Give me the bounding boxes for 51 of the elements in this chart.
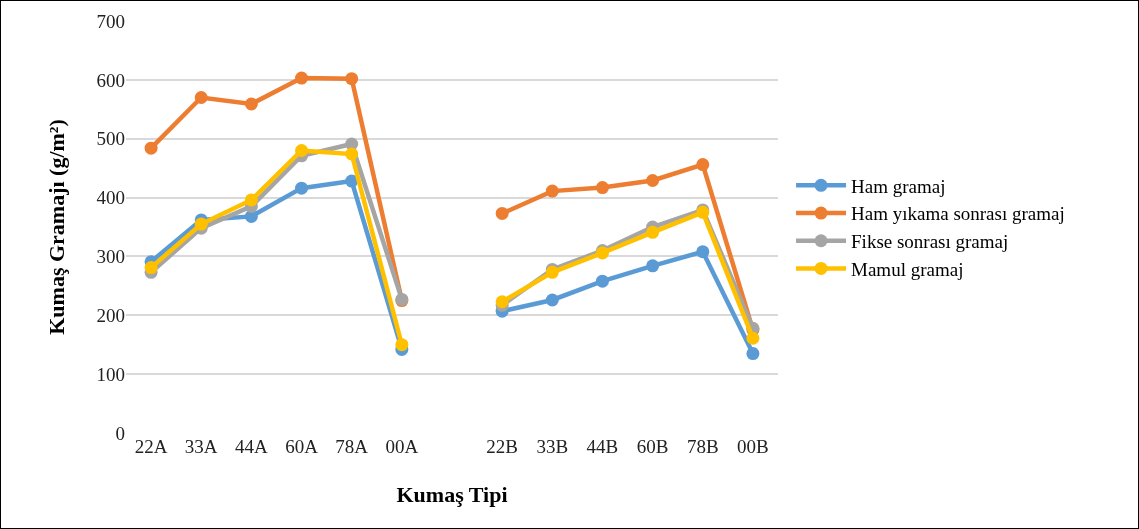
- point: [646, 174, 660, 187]
- point: [746, 347, 760, 361]
- x-tick-label: 33B: [536, 436, 569, 457]
- point: [345, 174, 359, 188]
- point: [495, 206, 509, 220]
- y-tick-label: 400: [96, 187, 125, 209]
- y-tick-label: 300: [96, 246, 125, 268]
- point: [345, 72, 359, 86]
- point: [595, 181, 609, 195]
- x-tick-label: 60A: [285, 436, 319, 457]
- point: [545, 293, 559, 307]
- x-tick-label: 78A: [335, 436, 369, 457]
- x-tick-label: 22A: [134, 436, 168, 457]
- point: [395, 338, 409, 352]
- y-tick-label: 200: [96, 304, 125, 326]
- y-tick-label: 0: [115, 422, 125, 444]
- point: [194, 91, 208, 104]
- point: [545, 184, 559, 198]
- x-tick-label: 44B: [586, 436, 619, 457]
- legend-label: Ham gramaj: [851, 175, 946, 197]
- x-tick-label: 33A: [184, 436, 218, 457]
- x-tick-label: 00B: [737, 436, 769, 457]
- point: [696, 158, 710, 172]
- y-tick-label: 700: [96, 10, 125, 32]
- x-tick-label: 44A: [235, 436, 269, 457]
- point: [295, 143, 309, 157]
- legend-label: Fikse sonrası gramaj: [851, 231, 1009, 253]
- point: [244, 193, 258, 207]
- x-tick-label: 22B: [486, 436, 518, 457]
- point: [295, 181, 309, 195]
- x-tick-label: 60B: [636, 436, 669, 457]
- y-tick-label: 500: [96, 128, 125, 150]
- point: [345, 147, 359, 161]
- y-tick-label: 600: [96, 69, 125, 91]
- legend-label: Mamul gramaj: [851, 258, 964, 280]
- point: [194, 217, 208, 231]
- x-tick-label: 00A: [385, 436, 419, 457]
- point: [295, 71, 309, 85]
- x-axis-title: Kumaş Tipi: [396, 481, 508, 507]
- point: [144, 261, 158, 275]
- point: [595, 274, 609, 288]
- y-axis-title: Kumaş Gramajı (g/m²): [44, 119, 70, 335]
- point: [646, 225, 660, 239]
- point: [646, 259, 660, 273]
- point: [144, 141, 158, 155]
- x-tick-label: 78B: [686, 436, 719, 457]
- y-tick-label: 100: [96, 363, 125, 385]
- legend-label: Ham yıkama sonrası gramaj: [851, 203, 1065, 225]
- point: [746, 331, 760, 345]
- point: [696, 245, 710, 259]
- point: [244, 97, 258, 111]
